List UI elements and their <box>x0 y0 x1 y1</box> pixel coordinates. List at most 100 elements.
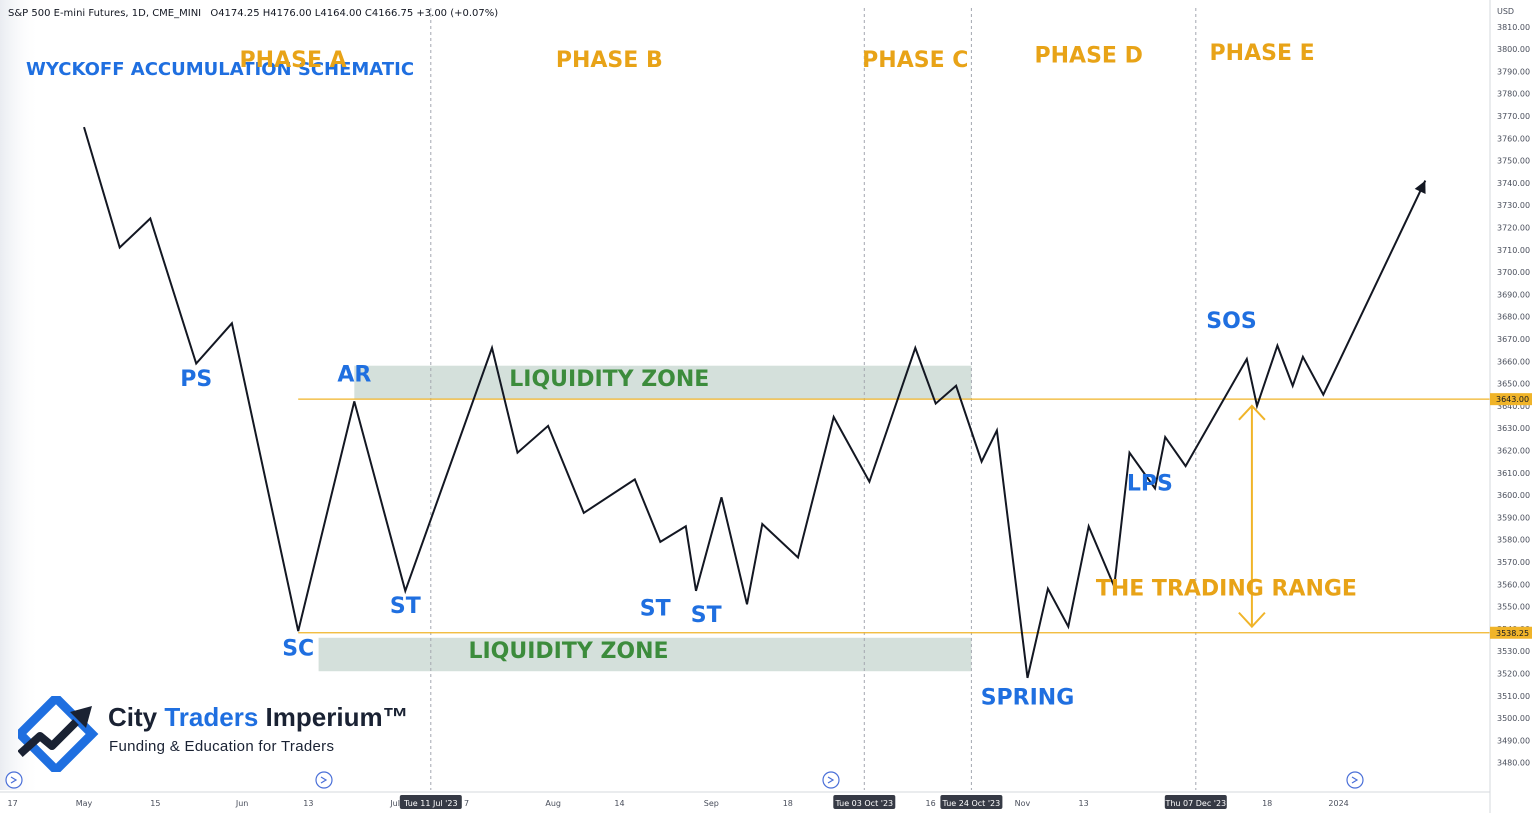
time-tick-label: Nov <box>1015 799 1031 808</box>
event-label-st: ST <box>691 603 722 628</box>
time-tick-label: 2024 <box>1328 799 1348 808</box>
time-tick-label: 7 <box>464 799 469 808</box>
currency-label: USD <box>1497 7 1514 16</box>
time-tick-label: Aug <box>545 799 561 808</box>
time-flag-label: Thu 07 Dec '23 <box>1164 799 1226 808</box>
brand-name: City Traders Imperium™ <box>108 702 409 733</box>
phase-label: PHASE C <box>862 48 968 73</box>
phase-label: PHASE A <box>240 48 347 73</box>
price-tick-label: 3550.00 <box>1497 603 1530 612</box>
time-tick-label: 18 <box>1262 799 1272 808</box>
symbol-label: S&P 500 E-mini Futures, 1D, CME_MINI <box>8 8 202 19</box>
icon-glyph <box>827 776 835 784</box>
price-tick-label: 3700.00 <box>1497 268 1530 277</box>
symbol-header: S&P 500 E-mini Futures, 1D, CME_MINI O41… <box>8 8 498 19</box>
price-tick-label: 3510.00 <box>1497 692 1530 701</box>
price-tick-label: 3740.00 <box>1497 179 1530 188</box>
icon-glyph <box>10 776 18 784</box>
time-flag-label: Tue 03 Oct '23 <box>834 799 893 808</box>
price-tick-label: 3600.00 <box>1497 491 1530 500</box>
brand-logo: City Traders Imperium™ Funding & Educati… <box>18 696 409 776</box>
time-tick-label: Jul <box>389 799 400 808</box>
ohlc-readout: O4174.25 H4176.00 L4164.00 C4166.75 +3.0… <box>210 8 499 19</box>
price-tick-label: 3730.00 <box>1497 201 1530 210</box>
price-tick-label: 3590.00 <box>1497 513 1530 522</box>
price-tick-label: 3710.00 <box>1497 246 1530 255</box>
price-tick-label: 3760.00 <box>1497 134 1530 143</box>
price-label-box <box>1490 626 1532 639</box>
price-tick-label: 3690.00 <box>1497 290 1530 299</box>
time-tick-label: 15 <box>150 799 160 808</box>
price-path <box>83 126 1427 679</box>
time-flag-box <box>833 795 896 809</box>
time-tick-label: Sep <box>704 799 719 808</box>
jump-icon[interactable] <box>1346 771 1364 789</box>
event-label-sos: SOS <box>1206 309 1256 334</box>
jump-icon[interactable] <box>822 771 840 789</box>
time-flag-box <box>1164 795 1227 809</box>
icon-ring <box>5 771 23 789</box>
price-arrow-head <box>1414 180 1426 195</box>
brand-name-imperium: Imperium™ <box>265 702 409 732</box>
event-label-ar: AR <box>337 362 371 387</box>
brand-name-city: City <box>108 702 158 732</box>
time-tick-label: 18 <box>783 799 793 808</box>
price-tick-label: 3630.00 <box>1497 424 1530 433</box>
time-tick-label: 13 <box>303 799 313 808</box>
price-tick-label: 3670.00 <box>1497 335 1530 344</box>
price-label-box <box>1490 393 1532 406</box>
price-tick-label: 3810.00 <box>1497 23 1530 32</box>
time-tick-label: 14 <box>614 799 624 808</box>
trading-range-label: THE TRADING RANGE <box>1096 576 1357 601</box>
time-tick-label: May <box>76 799 93 808</box>
event-label-lps: LPS <box>1127 472 1173 497</box>
icon-glyph <box>1351 776 1359 784</box>
settings-icon[interactable] <box>5 771 23 789</box>
event-label-sc: SC <box>282 637 314 662</box>
price-tick-label: 3580.00 <box>1497 536 1530 545</box>
price-tick-label: 3640.00 <box>1497 402 1530 411</box>
time-flag-label: Tue 11 Jul '23 <box>403 799 458 808</box>
logo-mark-icon <box>18 696 99 772</box>
time-tick-label: 16 <box>926 799 936 808</box>
price-tick-label: 3680.00 <box>1497 313 1530 322</box>
time-tick-label: 17 <box>8 799 18 808</box>
price-tick-label: 3500.00 <box>1497 714 1530 723</box>
price-marker-label: 3643.00 <box>1496 395 1529 404</box>
price-tick-label: 3720.00 <box>1497 223 1530 232</box>
price-tick-label: 3560.00 <box>1497 580 1530 589</box>
price-tick-label: 3800.00 <box>1497 45 1530 54</box>
time-flag-box <box>399 795 462 809</box>
price-tick-label: 3780.00 <box>1497 90 1530 99</box>
chart-title: WYCKOFF ACCUMULATION SCHEMATIC <box>26 59 414 80</box>
event-label-st: ST <box>640 596 671 621</box>
price-tick-label: 3620.00 <box>1497 446 1530 455</box>
price-tick-label: 3770.00 <box>1497 112 1530 121</box>
time-flag-box <box>940 795 1003 809</box>
trading-range-arrow-top <box>1238 404 1266 421</box>
liquidity-zone-band <box>318 637 972 672</box>
price-tick-label: 3520.00 <box>1497 669 1530 678</box>
icon-ring <box>1346 771 1364 789</box>
icon-glyph <box>320 776 328 784</box>
brand-tagline: Funding & Education for Traders <box>109 738 335 755</box>
jump-icon[interactable] <box>315 771 333 789</box>
price-tick-label: 3490.00 <box>1497 736 1530 745</box>
time-tick-label: Jun <box>235 799 249 808</box>
price-tick-label: 3660.00 <box>1497 357 1530 366</box>
price-tick-label: 3650.00 <box>1497 380 1530 389</box>
price-tick-label: 3570.00 <box>1497 558 1530 567</box>
icon-ring <box>822 771 840 789</box>
price-tick-label: 3750.00 <box>1497 157 1530 166</box>
icon-ring <box>315 771 333 789</box>
brand-name-traders: Traders <box>164 702 259 732</box>
phase-label: PHASE E <box>1210 41 1315 66</box>
event-label-ps: PS <box>180 367 212 392</box>
event-label-spring: SPRING <box>981 686 1075 711</box>
liquidity-zone-label: LIQUIDITY ZONE <box>468 639 668 664</box>
time-tick-label: 13 <box>1079 799 1089 808</box>
phase-label: PHASE B <box>556 48 663 73</box>
price-tick-label: 3790.00 <box>1497 67 1530 76</box>
